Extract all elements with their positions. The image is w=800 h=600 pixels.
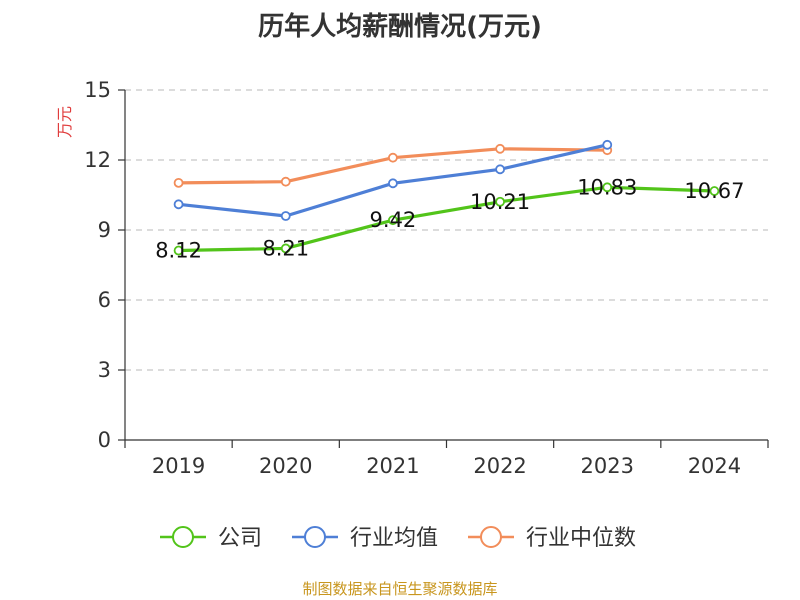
data-point: [495, 164, 505, 175]
data-label: 10.67: [684, 179, 744, 203]
data-label: 10.83: [577, 175, 637, 199]
data-label: 8.12: [155, 239, 202, 263]
data-label: 8.21: [262, 236, 309, 260]
series-line: [176, 185, 717, 253]
data-point: [173, 177, 184, 188]
x-tick-label: 2023: [581, 454, 634, 478]
series-layer: [173, 139, 720, 256]
x-tick-label: 2020: [259, 454, 312, 478]
legend: 公司 行业均值 行业中位数: [160, 526, 636, 551]
data-point: [602, 139, 613, 150]
legend-marker: [304, 526, 326, 548]
data-label: 9.42: [370, 208, 417, 232]
data-point: [173, 199, 184, 210]
legend-marker: [480, 526, 502, 548]
y-tick-label: 15: [84, 78, 111, 102]
x-tick-label: 2019: [152, 454, 205, 478]
data-point: [280, 243, 291, 254]
x-tick-label: 2022: [473, 454, 526, 478]
y-tick-label: 12: [84, 148, 111, 172]
y-tick-label: 9: [98, 218, 111, 242]
x-tick-label: 2024: [688, 454, 741, 478]
y-axis-label: 万元: [55, 106, 74, 138]
data-point: [495, 143, 505, 154]
axis-layer: 0 3 6 9 12 15 2019 2020 2021 2022 2023 2024 万元: [55, 78, 769, 478]
data-point: [602, 182, 613, 193]
legend-label: 行业均值: [350, 526, 438, 551]
legend-label: 行业中位数: [526, 526, 636, 551]
data-label: 10.21: [470, 190, 530, 214]
data-point: [709, 186, 720, 196]
data-point: [495, 196, 505, 207]
legend-marker: [172, 526, 194, 548]
x-tick-label: 2021: [366, 454, 419, 478]
y-tick-label: 0: [98, 428, 111, 452]
legend-label: 公司: [218, 526, 262, 551]
data-point: [280, 176, 291, 187]
data-point: [388, 178, 398, 189]
data-point: [173, 245, 184, 256]
data-point: [280, 211, 291, 221]
y-tick-label: 6: [98, 288, 111, 312]
data-point: [388, 152, 398, 163]
y-tick-label: 3: [98, 358, 111, 382]
source-note: 制图数据来自恒生聚源数据库: [302, 580, 498, 598]
data-point: [388, 215, 398, 226]
chart-title: 历年人均薪酬情况(万元): [258, 12, 542, 42]
data-label-layer: 8.12 8.21 9.42 10.21 10.83 10.67: [155, 175, 744, 262]
grid-layer: [125, 89, 768, 371]
